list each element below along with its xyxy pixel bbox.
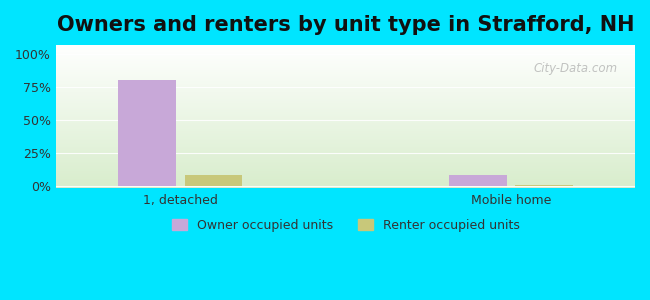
Legend: Owner occupied units, Renter occupied units: Owner occupied units, Renter occupied un… — [166, 214, 525, 237]
Bar — [515, 184, 573, 186]
Bar — [449, 175, 507, 186]
Bar — [118, 80, 176, 186]
Text: City-Data.com: City-Data.com — [534, 62, 618, 75]
Bar — [185, 175, 242, 186]
Title: Owners and renters by unit type in Strafford, NH: Owners and renters by unit type in Straf… — [57, 15, 634, 35]
